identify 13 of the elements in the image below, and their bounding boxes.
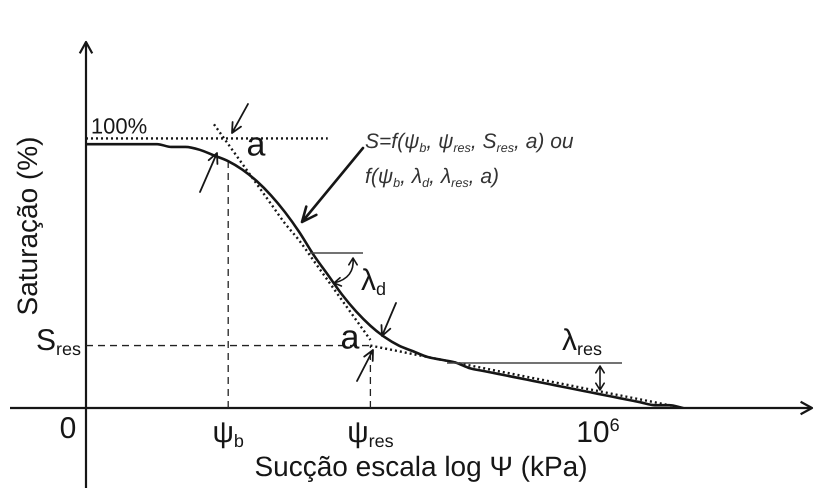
ref-line-label: S$_{res}$ [36, 323, 81, 359]
y-axis-title: Saturação (%) [12, 136, 44, 316]
x-tick-label: 10$^{6}$ [576, 414, 620, 450]
annotation: a [246, 125, 266, 165]
text: S=f(ψ$_{b}$, ψ$_{res}$, S$_{res}$, a) ou f(ψ$_{b}$, λ$_{d}$, λ$_{res}$, a) [365, 130, 574, 190]
annotation: a [340, 318, 360, 358]
x-tick-label: ψ$_{res}$ [347, 416, 394, 452]
annotation: 100% [90, 113, 148, 139]
x-tick-label: ψ$_{b}$ [212, 416, 244, 452]
x-axis-title: Sucção escala log Ψ (kPa) [254, 450, 588, 484]
annotation: λ$_{res}$ [562, 324, 602, 360]
annotation: λ$_{d}$ [361, 264, 386, 300]
text: 0 [60, 412, 76, 446]
